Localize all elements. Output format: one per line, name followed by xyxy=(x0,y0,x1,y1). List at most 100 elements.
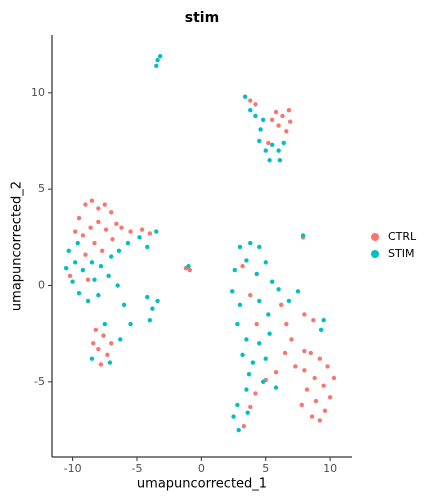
point xyxy=(83,252,88,257)
point xyxy=(76,291,82,296)
point xyxy=(240,264,245,269)
point xyxy=(242,94,248,99)
x-tick-label: -10 xyxy=(64,462,82,475)
point xyxy=(105,352,110,358)
point xyxy=(145,244,150,250)
point xyxy=(121,302,127,307)
legend-swatch xyxy=(371,250,379,258)
point xyxy=(186,264,191,269)
point xyxy=(318,327,324,333)
point xyxy=(273,385,279,390)
point xyxy=(293,364,298,369)
point xyxy=(139,227,145,232)
point xyxy=(263,260,268,265)
point xyxy=(244,258,249,263)
point xyxy=(287,119,293,124)
point xyxy=(322,408,328,413)
point xyxy=(257,298,262,304)
point xyxy=(75,240,80,246)
point xyxy=(154,63,159,69)
point xyxy=(125,240,131,246)
point xyxy=(67,273,73,279)
point xyxy=(109,210,114,215)
point xyxy=(248,98,253,103)
point xyxy=(245,410,250,415)
point xyxy=(253,391,258,396)
point xyxy=(76,215,82,221)
point xyxy=(107,360,113,365)
point xyxy=(266,140,271,146)
point xyxy=(102,321,107,327)
point xyxy=(304,387,310,392)
point xyxy=(155,298,160,304)
point xyxy=(147,317,153,323)
y-tick-label: 0 xyxy=(38,279,45,292)
point xyxy=(96,219,101,225)
point xyxy=(269,142,275,148)
point xyxy=(248,292,253,298)
point xyxy=(308,350,313,356)
point xyxy=(89,260,95,265)
point xyxy=(309,414,315,419)
x-axis-title: umapuncorrected_1 xyxy=(137,477,267,492)
point xyxy=(246,371,252,377)
point xyxy=(284,129,289,134)
point xyxy=(263,148,268,153)
legend-swatch xyxy=(371,233,379,241)
point xyxy=(250,360,256,365)
point xyxy=(102,202,107,207)
point xyxy=(286,107,292,113)
point xyxy=(325,364,330,369)
point xyxy=(119,225,124,230)
point xyxy=(96,206,101,211)
x-tick-label: 10 xyxy=(323,462,337,475)
point xyxy=(289,337,294,342)
y-tick-label: 10 xyxy=(31,86,45,99)
point xyxy=(109,254,114,259)
point xyxy=(80,267,86,273)
point xyxy=(98,362,104,367)
point xyxy=(257,341,262,346)
point xyxy=(110,237,115,242)
point xyxy=(295,289,301,294)
point xyxy=(92,240,97,246)
point xyxy=(317,356,323,361)
point xyxy=(321,317,326,323)
point xyxy=(300,233,306,238)
point xyxy=(187,267,192,273)
point xyxy=(235,402,240,408)
point xyxy=(66,248,71,254)
point xyxy=(128,321,133,327)
point xyxy=(273,370,279,375)
point xyxy=(109,341,114,346)
point xyxy=(157,53,163,59)
point xyxy=(154,229,159,234)
point xyxy=(276,148,281,153)
point xyxy=(277,158,283,163)
point xyxy=(235,321,240,327)
point xyxy=(116,248,122,254)
point xyxy=(269,117,275,122)
point xyxy=(237,302,243,307)
point xyxy=(258,127,263,132)
point xyxy=(273,109,279,115)
point xyxy=(115,283,120,288)
point xyxy=(85,277,91,282)
point xyxy=(278,302,284,307)
point xyxy=(321,383,326,388)
point xyxy=(257,244,262,250)
point xyxy=(280,113,285,119)
point xyxy=(85,298,91,304)
point xyxy=(80,233,86,238)
point xyxy=(253,102,258,107)
point xyxy=(92,277,97,282)
chart-title: stim xyxy=(185,10,219,26)
point xyxy=(311,317,316,323)
point xyxy=(230,289,235,294)
point xyxy=(237,244,243,250)
x-tick-label: 0 xyxy=(198,462,205,475)
point xyxy=(128,229,133,234)
point xyxy=(155,57,160,63)
point xyxy=(284,321,289,327)
